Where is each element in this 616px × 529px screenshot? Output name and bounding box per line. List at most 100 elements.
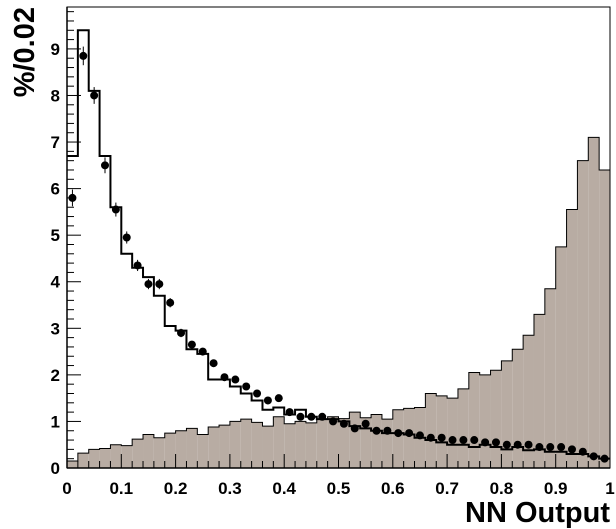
filled-bin <box>229 421 241 468</box>
data-point <box>122 233 131 242</box>
x-tick-label: 0.7 <box>435 479 459 498</box>
filled-bin <box>490 370 502 468</box>
data-point <box>567 445 576 454</box>
filled-bin <box>381 419 393 468</box>
data-point <box>481 438 490 447</box>
filled-bin <box>360 417 372 468</box>
data-point <box>405 429 414 438</box>
data-point <box>557 443 566 452</box>
data-point <box>546 443 555 452</box>
data-point <box>361 419 370 428</box>
filled-bin <box>457 388 469 468</box>
filled-bin <box>577 160 589 468</box>
x-tick-label: 0.8 <box>490 479 514 498</box>
data-point <box>101 161 110 170</box>
filled-bin <box>555 246 567 468</box>
data-point <box>578 447 587 456</box>
filled-bin <box>208 427 220 468</box>
filled-bin <box>132 439 144 468</box>
data-point <box>242 382 251 391</box>
filled-bin <box>77 453 89 468</box>
filled-bin <box>447 398 458 468</box>
data-point <box>133 261 142 270</box>
data-point <box>491 438 500 447</box>
signal-filled-histogram <box>66 136 611 469</box>
y-tick-label: 1 <box>51 412 60 431</box>
data-points <box>68 46 609 463</box>
data-point <box>339 419 348 428</box>
data-point <box>144 280 153 289</box>
filled-bin <box>479 374 491 468</box>
filled-bin <box>164 433 176 468</box>
y-tick-label: 4 <box>51 273 61 292</box>
y-tick-label: 8 <box>51 86 60 105</box>
filled-bin <box>88 449 100 468</box>
x-tick-label: 0.3 <box>218 479 242 498</box>
filled-bin <box>403 408 415 468</box>
data-point <box>198 347 207 356</box>
filled-bin <box>523 335 534 468</box>
data-point <box>231 375 240 384</box>
data-point <box>79 51 88 60</box>
data-point <box>372 426 381 435</box>
filled-bin <box>121 445 133 468</box>
data-point <box>155 280 164 289</box>
filled-bin <box>425 393 437 468</box>
y-tick-label: 6 <box>51 180 60 199</box>
filled-bin <box>501 360 513 468</box>
data-point <box>600 454 609 463</box>
filled-bin <box>371 414 382 468</box>
data-point <box>329 417 338 426</box>
filled-bin <box>305 422 317 468</box>
x-tick-label: 1 <box>605 479 614 498</box>
axes <box>66 7 611 469</box>
data-point <box>274 394 283 403</box>
data-point <box>589 452 598 461</box>
filled-bin <box>262 426 274 468</box>
data-point <box>502 440 511 449</box>
filled-bin <box>219 425 230 468</box>
x-tick-label: 0.2 <box>164 479 188 498</box>
filled-bin <box>566 209 578 468</box>
filled-bin <box>240 419 252 468</box>
x-tick-label: 0.4 <box>272 479 296 498</box>
data-point <box>415 431 424 440</box>
data-point <box>383 426 392 435</box>
filled-bin <box>284 423 296 468</box>
filled-bin <box>392 409 404 468</box>
data-point <box>437 433 446 442</box>
data-point <box>318 412 327 421</box>
filled-bin <box>67 461 78 468</box>
data-point <box>426 433 435 442</box>
y-tick-label: 3 <box>51 319 60 338</box>
filled-bin <box>251 422 263 468</box>
data-point <box>307 412 316 421</box>
filled-bin <box>316 419 328 468</box>
data-point <box>177 328 186 337</box>
filled-bin <box>349 412 361 468</box>
filled-bin <box>588 137 600 468</box>
data-point <box>470 436 479 445</box>
filled-bin <box>436 395 448 468</box>
data-point <box>350 424 359 433</box>
filled-bin <box>197 434 209 468</box>
data-point <box>285 408 294 417</box>
data-point <box>459 436 468 445</box>
data-point <box>166 298 175 307</box>
y-tick-label: 7 <box>51 133 60 152</box>
filled-bin <box>327 416 339 468</box>
data-point <box>263 396 272 405</box>
filled-bin <box>153 437 165 468</box>
x-tick-label: 0.9 <box>544 479 568 498</box>
y-tick-label: 2 <box>51 366 60 385</box>
y-axis-title: %/0.02 <box>9 7 41 97</box>
filled-bin <box>186 428 198 468</box>
data-point <box>524 440 533 449</box>
filled-bin <box>143 434 154 468</box>
filled-bin <box>273 416 285 468</box>
filled-bin <box>338 418 350 468</box>
filled-bin <box>544 288 556 468</box>
data-point <box>448 436 457 445</box>
data-point <box>253 389 262 398</box>
